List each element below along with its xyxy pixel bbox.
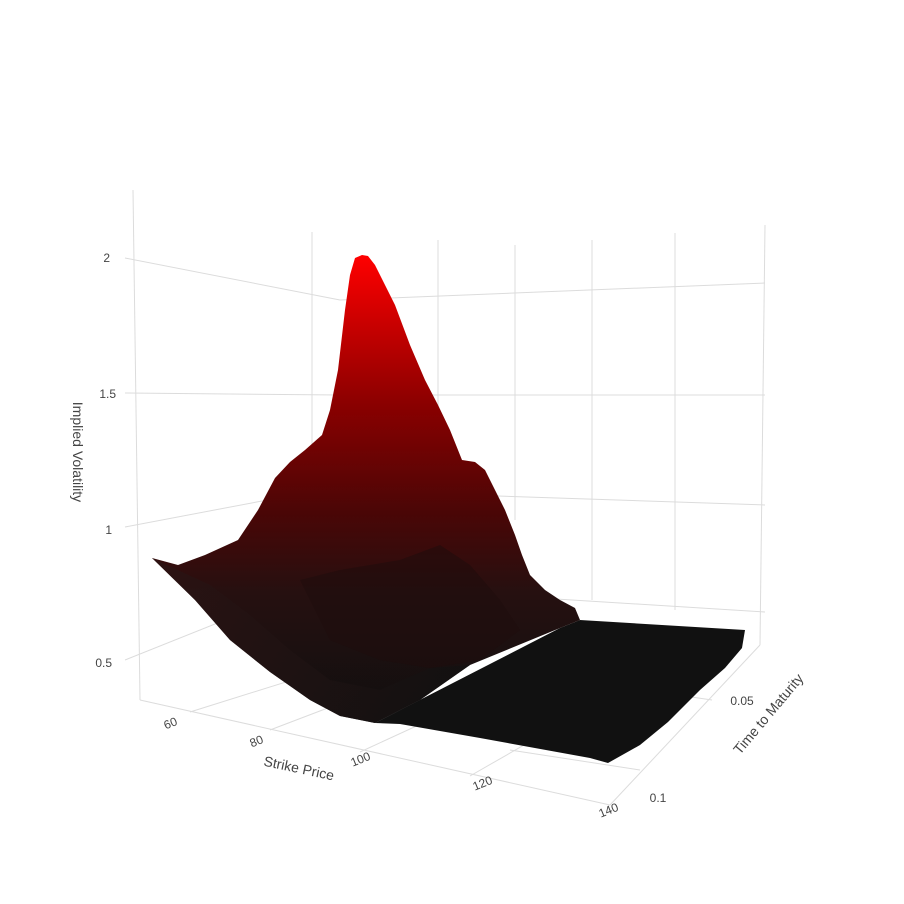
grid-line — [124, 392, 341, 396]
z-axis-title: Implied Volatility — [70, 402, 86, 502]
grid-line — [509, 749, 641, 771]
grid-line — [759, 224, 766, 646]
y-axis-title: Time to Maturity — [730, 670, 806, 757]
grid-line — [132, 189, 141, 701]
z-tick-label: 0.5 — [95, 656, 112, 670]
grid-line — [139, 699, 611, 806]
z-tick-label: 2 — [103, 251, 110, 265]
surface-floor — [375, 620, 745, 763]
grid-line — [124, 257, 341, 301]
x-tick-label: 80 — [248, 732, 266, 750]
grid-line — [339, 282, 766, 301]
x-tick-label: 100 — [349, 749, 373, 770]
grid-line — [539, 597, 766, 613]
y-tick-label: 0.1 — [650, 791, 667, 805]
x-axis-title: Strike Price — [262, 753, 336, 784]
z-axis: 0.5 1 1.5 2 Implied Volatility — [70, 251, 116, 670]
y-tick-label: 0.05 — [730, 694, 754, 708]
x-tick-label: 60 — [162, 714, 180, 732]
grid-line — [609, 644, 761, 806]
z-tick-label: 1.5 — [99, 387, 116, 401]
z-tick-label: 1 — [105, 523, 112, 537]
x-tick-label: 120 — [471, 773, 495, 794]
volatility-surface[interactable] — [152, 255, 745, 763]
surface-front-edge — [152, 558, 470, 723]
surface-ridge — [300, 545, 520, 668]
